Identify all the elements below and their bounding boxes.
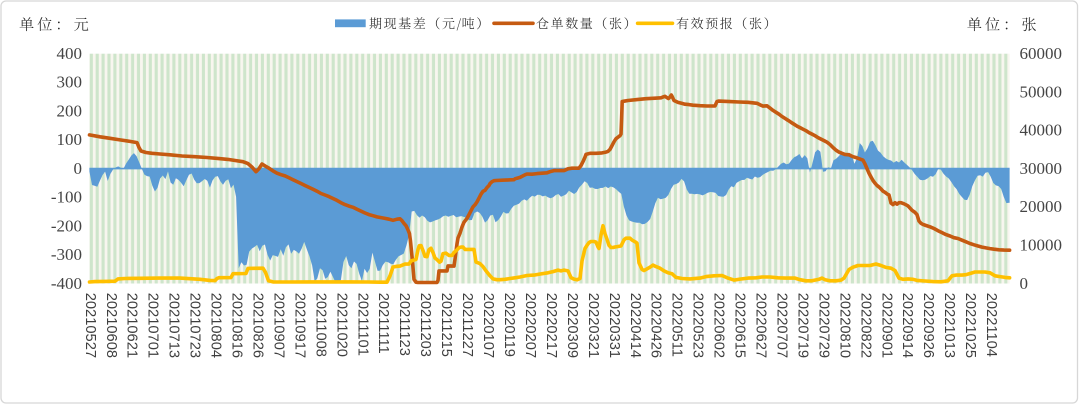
svg-text:20220523: 20220523 [690, 293, 706, 358]
svg-text:20220810: 20220810 [836, 293, 852, 358]
svg-text:20220107: 20220107 [480, 293, 496, 358]
svg-text:0: 0 [1020, 274, 1029, 293]
svg-text:20220207: 20220207 [522, 293, 538, 358]
svg-text:10000: 10000 [1020, 236, 1063, 255]
svg-text:-200: -200 [51, 216, 82, 235]
svg-text:20210621: 20210621 [124, 293, 140, 358]
svg-text:40000: 40000 [1020, 121, 1063, 140]
svg-text:20220309: 20220309 [564, 293, 580, 358]
svg-text:20210804: 20210804 [208, 293, 224, 358]
svg-text:20220901: 20220901 [878, 293, 894, 358]
svg-text:20220414: 20220414 [627, 293, 643, 358]
svg-text:20221025: 20221025 [962, 293, 978, 358]
svg-text:20211101: 20211101 [354, 293, 370, 356]
svg-text:20211227: 20211227 [459, 293, 475, 357]
svg-text:-100: -100 [51, 188, 82, 207]
svg-text:20220719: 20220719 [794, 293, 810, 358]
svg-text:20220511: 20220511 [669, 293, 685, 357]
svg-text:20210816: 20210816 [229, 293, 245, 358]
svg-text:20211111: 20211111 [375, 293, 391, 354]
svg-text:20220119: 20220119 [501, 293, 517, 357]
svg-text:50000: 50000 [1020, 82, 1063, 101]
svg-text:300: 300 [57, 73, 83, 92]
svg-text:20220615: 20220615 [732, 293, 748, 358]
svg-text:20211215: 20211215 [438, 293, 454, 357]
svg-text:20220426: 20220426 [648, 293, 664, 358]
svg-text:20211203: 20211203 [417, 293, 433, 357]
svg-text:20211123: 20211123 [396, 293, 412, 356]
svg-text:20210608: 20210608 [103, 293, 119, 358]
svg-text:20211008: 20211008 [312, 293, 328, 357]
svg-text:60000: 60000 [1020, 44, 1063, 63]
svg-text:20220217: 20220217 [543, 293, 559, 358]
svg-text:20211020: 20211020 [333, 293, 349, 357]
svg-text:20210917: 20210917 [291, 293, 307, 358]
svg-text:100: 100 [57, 130, 83, 149]
svg-text:30000: 30000 [1020, 159, 1063, 178]
svg-text:20210907: 20210907 [270, 293, 286, 358]
svg-text:20210713: 20210713 [166, 293, 182, 358]
svg-text:20220331: 20220331 [606, 293, 622, 358]
svg-text:-400: -400 [51, 274, 82, 293]
svg-text:0: 0 [74, 159, 83, 178]
svg-text:20220914: 20220914 [899, 293, 915, 358]
svg-text:20220602: 20220602 [711, 293, 727, 358]
svg-text:20220729: 20220729 [815, 293, 831, 358]
svg-text:20220926: 20220926 [920, 293, 936, 358]
svg-text:20220822: 20220822 [857, 293, 873, 358]
svg-text:20210701: 20210701 [145, 293, 161, 358]
svg-text:20220321: 20220321 [585, 293, 601, 358]
svg-text:20221104: 20221104 [983, 293, 999, 357]
svg-text:20210723: 20210723 [187, 293, 203, 358]
svg-text:400: 400 [57, 44, 83, 63]
svg-text:200: 200 [57, 102, 83, 121]
svg-text:20220627: 20220627 [753, 293, 769, 358]
svg-text:20210826: 20210826 [249, 293, 265, 358]
svg-text:-300: -300 [51, 245, 82, 264]
svg-text:20221013: 20221013 [941, 293, 957, 358]
svg-text:20210527: 20210527 [82, 293, 98, 358]
svg-text:20000: 20000 [1020, 197, 1063, 216]
svg-text:20220707: 20220707 [773, 293, 789, 358]
